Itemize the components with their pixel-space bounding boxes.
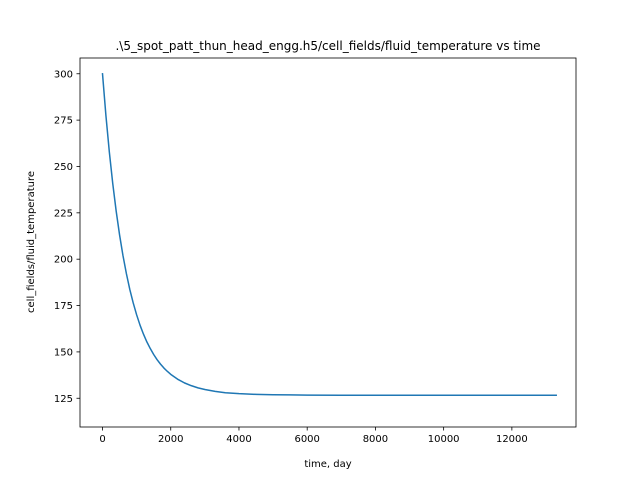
series-layer	[101, 72, 557, 397]
x-tick-label: 2000	[158, 434, 183, 445]
x-axis-label: time, day	[304, 459, 351, 470]
x-tick-label: 12000	[496, 434, 528, 445]
y-tick-label: 125	[54, 394, 73, 405]
y-tick-label: 150	[54, 347, 73, 358]
series-line	[101, 72, 557, 397]
x-tick-label: 6000	[294, 434, 319, 445]
y-tick-label: 300	[54, 69, 73, 80]
y-tick-label: 250	[54, 162, 73, 173]
x-tick-label: 10000	[428, 434, 460, 445]
y-axis: 125 150 175 200 225 250 275 300	[54, 69, 80, 405]
y-tick-label: 200	[54, 255, 73, 266]
x-tick-label: 8000	[363, 434, 388, 445]
x-axis: 0 2000 4000 6000 8000 10000 12000	[99, 427, 528, 445]
y-tick-label: 175	[54, 301, 73, 312]
chart-title: .\5_spot_patt_thun_head_engg.h5/cell_fie…	[115, 39, 540, 53]
y-tick-label: 225	[54, 208, 73, 219]
plot-area	[79, 57, 577, 428]
y-axis-label: cell_fields/fluid_temperature	[26, 171, 37, 313]
x-tick-label: 0	[99, 434, 105, 445]
x-tick-label: 4000	[226, 434, 251, 445]
y-tick-label: 275	[54, 116, 73, 127]
